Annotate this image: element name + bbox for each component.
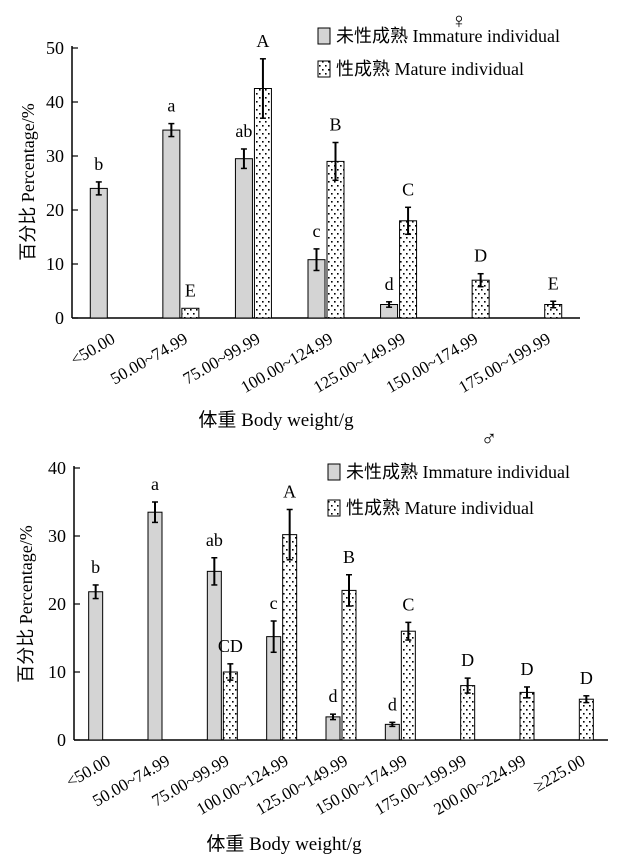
bar bbox=[282, 534, 298, 741]
x-tick-label: <50.00 bbox=[67, 329, 118, 369]
y-tick-label: 10 bbox=[48, 662, 66, 682]
significance-label: B bbox=[343, 547, 355, 567]
y-tick-label: 0 bbox=[55, 308, 64, 328]
bar bbox=[253, 88, 272, 319]
bar bbox=[162, 129, 181, 319]
chart-title: ♂ bbox=[481, 426, 498, 451]
significance-label: d bbox=[385, 274, 394, 294]
significance-label: b bbox=[94, 154, 103, 174]
bar bbox=[399, 220, 418, 319]
significance-label: E bbox=[185, 280, 196, 300]
male-chart: 0 10 20 30 40 ♂ 未性成熟 Immature individual 性成熟 Ma… bbox=[16, 426, 608, 855]
y-tick-label: 10 bbox=[46, 254, 64, 274]
bar bbox=[88, 591, 104, 741]
significance-label: c bbox=[270, 593, 278, 613]
significance-label: B bbox=[329, 115, 341, 135]
significance-label: a bbox=[167, 96, 175, 116]
legend-label: 未性成熟 Immature individual bbox=[346, 462, 570, 482]
bar bbox=[519, 691, 535, 741]
significance-label: ab bbox=[235, 121, 252, 141]
bar bbox=[222, 671, 238, 741]
significance-label: A bbox=[256, 31, 269, 51]
legend-label: 性成熟 Mature individual bbox=[346, 498, 534, 518]
bar bbox=[578, 698, 594, 741]
y-tick-label: 20 bbox=[48, 594, 66, 614]
significance-label: b bbox=[91, 557, 100, 577]
significance-label: d bbox=[329, 686, 338, 706]
significance-label: D bbox=[580, 668, 593, 688]
bar bbox=[234, 158, 253, 319]
y-axis-title: 百分比 Percentage/% bbox=[16, 525, 36, 682]
y-tick-label: 40 bbox=[46, 92, 64, 112]
bar bbox=[181, 307, 200, 319]
significance-label: D bbox=[474, 246, 487, 266]
bar bbox=[89, 187, 108, 319]
x-tick-label: 50.00~74.99 bbox=[107, 329, 191, 388]
x-tick-label: ≥225.00 bbox=[530, 751, 588, 796]
legend-swatch bbox=[317, 60, 331, 78]
significance-label: ab bbox=[206, 530, 223, 550]
female-chart: 0 10 20 30 40 50 ♀未性成熟 Immature individual 性成熟 … bbox=[18, 8, 580, 431]
significance-label: D bbox=[461, 650, 474, 670]
chart-title: ♀ bbox=[451, 8, 468, 33]
bar bbox=[400, 630, 416, 741]
bar bbox=[341, 589, 357, 741]
x-axis-title: 体重 Body weight/g bbox=[206, 833, 362, 855]
y-tick-label: 20 bbox=[46, 200, 64, 220]
x-axis-title: 体重 Body weight/g bbox=[198, 409, 354, 431]
legend-swatch bbox=[327, 499, 341, 517]
y-tick-label: 50 bbox=[46, 38, 64, 58]
significance-label: D bbox=[521, 659, 534, 679]
significance-label: d bbox=[388, 694, 397, 714]
legend-label: 未性成熟 Immature individual bbox=[336, 26, 560, 46]
bar bbox=[147, 511, 163, 741]
significance-label: c bbox=[313, 221, 321, 241]
legend-label: 性成熟 Mature individual bbox=[336, 59, 524, 79]
y-tick-label: 40 bbox=[48, 458, 66, 478]
y-tick-label: 30 bbox=[48, 526, 66, 546]
bar bbox=[326, 160, 345, 319]
significance-label: C bbox=[402, 179, 414, 199]
y-tick-label: 30 bbox=[46, 146, 64, 166]
significance-label: C bbox=[402, 594, 414, 614]
legend-swatch bbox=[327, 463, 341, 481]
y-tick-label: 0 bbox=[57, 730, 66, 750]
significance-label: CD bbox=[218, 636, 243, 656]
significance-label: E bbox=[548, 273, 559, 293]
legend-swatch bbox=[317, 27, 331, 45]
significance-label: A bbox=[283, 481, 296, 501]
y-axis-title: 百分比 Percentage/% bbox=[18, 103, 38, 260]
significance-label: a bbox=[151, 474, 159, 494]
